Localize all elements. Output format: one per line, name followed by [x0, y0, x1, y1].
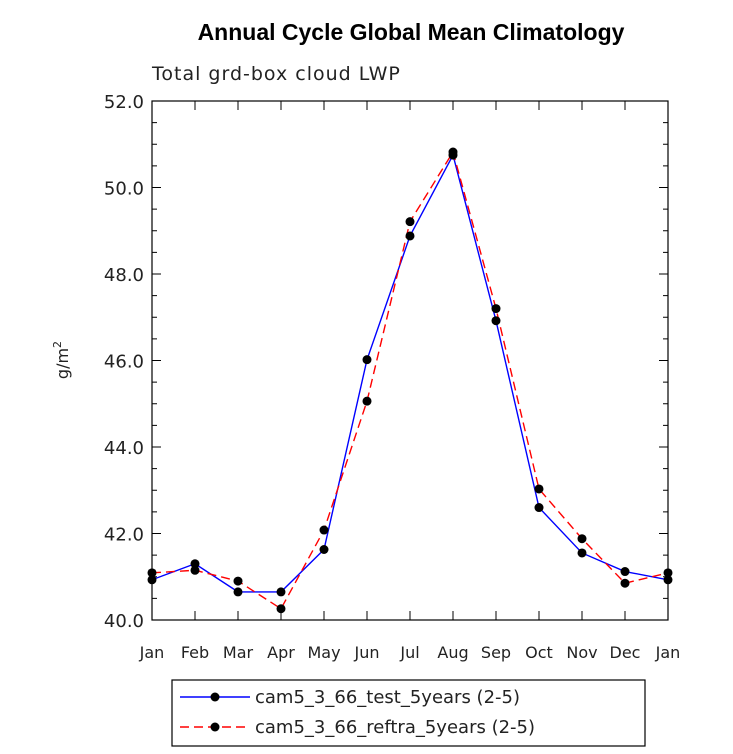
y-axis-label: g/m2	[51, 341, 72, 379]
series-1-point	[362, 355, 372, 365]
chart-subtitle: Total grd-box cloud LWP	[151, 63, 401, 85]
series-2-point	[448, 147, 458, 157]
legend-marker-2	[210, 722, 220, 732]
y-tick-label: 46.0	[104, 352, 144, 373]
series-2-point	[534, 484, 544, 494]
x-tick-label: Apr	[267, 643, 295, 662]
series-2-point	[405, 217, 415, 227]
legend: cam5_3_66_test_5years (2-5) cam5_3_66_ref…	[171, 679, 646, 747]
legend-box	[171, 679, 646, 747]
legend-label-1: cam5_3_66_test_5years (2-5)	[255, 687, 520, 708]
series-2-point	[276, 604, 286, 614]
series-2-point	[319, 525, 329, 535]
series-2-point	[577, 534, 587, 544]
series-2-point	[233, 576, 243, 586]
series-1-point	[276, 587, 286, 597]
x-tick-label: Feb	[181, 643, 209, 662]
x-tick-label: Jan	[655, 643, 681, 662]
x-tick-label: Aug	[437, 643, 468, 662]
series-2-point	[190, 565, 200, 575]
series-1-point	[405, 231, 415, 241]
y-tick-label: 48.0	[104, 265, 144, 286]
series-1-point	[577, 548, 587, 558]
legend-label-2: cam5_3_66_reftra_5years (2-5)	[255, 717, 535, 738]
series-layer	[147, 147, 673, 614]
series-1-point	[620, 567, 630, 577]
y-tick-label: 40.0	[104, 611, 144, 632]
plot-frame	[151, 100, 669, 621]
x-tick-label: Nov	[566, 643, 597, 662]
y-tick-label: 50.0	[104, 179, 144, 200]
series-2-point	[491, 304, 501, 314]
series-1-point	[534, 503, 544, 513]
x-tick-label: Jan	[139, 643, 165, 662]
series-1-point	[190, 559, 200, 569]
series-2-point	[620, 578, 630, 588]
chart-title: Annual Cycle Global Mean Climatology	[198, 19, 625, 45]
axis-ticks: 40.0 42.0 44.0 46.0 48.0 50.0 52.0 Jan Feb Mar Apr…	[104, 92, 680, 662]
series-1-point	[319, 545, 329, 555]
x-tick-label: Oct	[525, 643, 553, 662]
x-tick-label: May	[307, 643, 340, 662]
legend-marker-1	[210, 692, 220, 702]
y-tick-label: 52.0	[104, 92, 144, 113]
series-1-point	[233, 587, 243, 597]
x-tick-label: Sep	[481, 643, 511, 662]
series-2-point	[362, 396, 372, 406]
series-1-point	[491, 316, 501, 326]
x-tick-label: Dec	[610, 643, 641, 662]
y-tick-label: 42.0	[104, 525, 144, 546]
x-tick-label: Mar	[223, 643, 254, 662]
y-tick-label: 44.0	[104, 438, 144, 459]
x-tick-label: Jul	[399, 643, 419, 662]
x-tick-label: Jun	[354, 643, 380, 662]
